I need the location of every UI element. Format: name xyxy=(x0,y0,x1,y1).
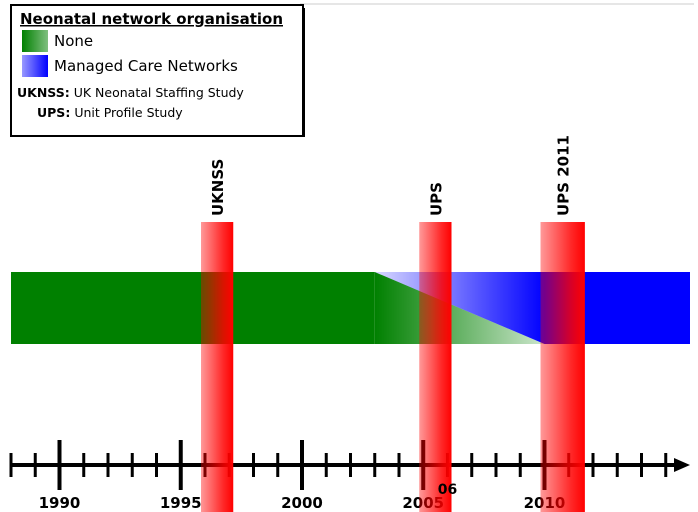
tick-label-extra: 06 xyxy=(438,482,457,498)
tick-label: 2000 xyxy=(281,494,323,512)
legend-abbr-ups: UPS: Unit Profile Study xyxy=(37,105,183,120)
legend: Neonatal network organisation None Manag… xyxy=(10,4,305,137)
tick-label: 1995 xyxy=(160,494,202,512)
network-bands xyxy=(11,272,690,344)
band-transition-blue xyxy=(374,272,545,344)
legend-swatch-none xyxy=(22,30,48,52)
legend-abbr-uknss: UKNSS: UK Neonatal Staffing Study xyxy=(17,85,244,100)
study-label: UKNSS xyxy=(209,159,227,216)
study-label: UPS 2011 xyxy=(555,135,573,216)
study-bar xyxy=(419,222,452,512)
study-markers: UKNSS UPS UPS 2011 06 xyxy=(201,135,585,512)
study-bar xyxy=(540,222,585,512)
legend-label-none: None xyxy=(54,32,93,50)
band-none xyxy=(11,272,375,344)
abbr-uknss-key: UKNSS: xyxy=(17,85,70,100)
tick-label: 1990 xyxy=(39,494,81,512)
legend-label-networks: Managed Care Networks xyxy=(54,57,238,75)
timeline-axis: 19901995200020052010 xyxy=(9,440,690,512)
abbr-uknss-text: UK Neonatal Staffing Study xyxy=(74,85,245,100)
abbr-ups-key: UPS: xyxy=(37,105,70,120)
legend-title: Neonatal network organisation xyxy=(20,10,283,28)
legend-box xyxy=(10,4,304,137)
axis-arrow-icon xyxy=(674,458,690,472)
abbr-ups-text: Unit Profile Study xyxy=(74,105,183,120)
study-bar xyxy=(201,222,234,512)
legend-swatch-networks xyxy=(22,55,48,77)
study-label: UPS xyxy=(427,182,445,216)
